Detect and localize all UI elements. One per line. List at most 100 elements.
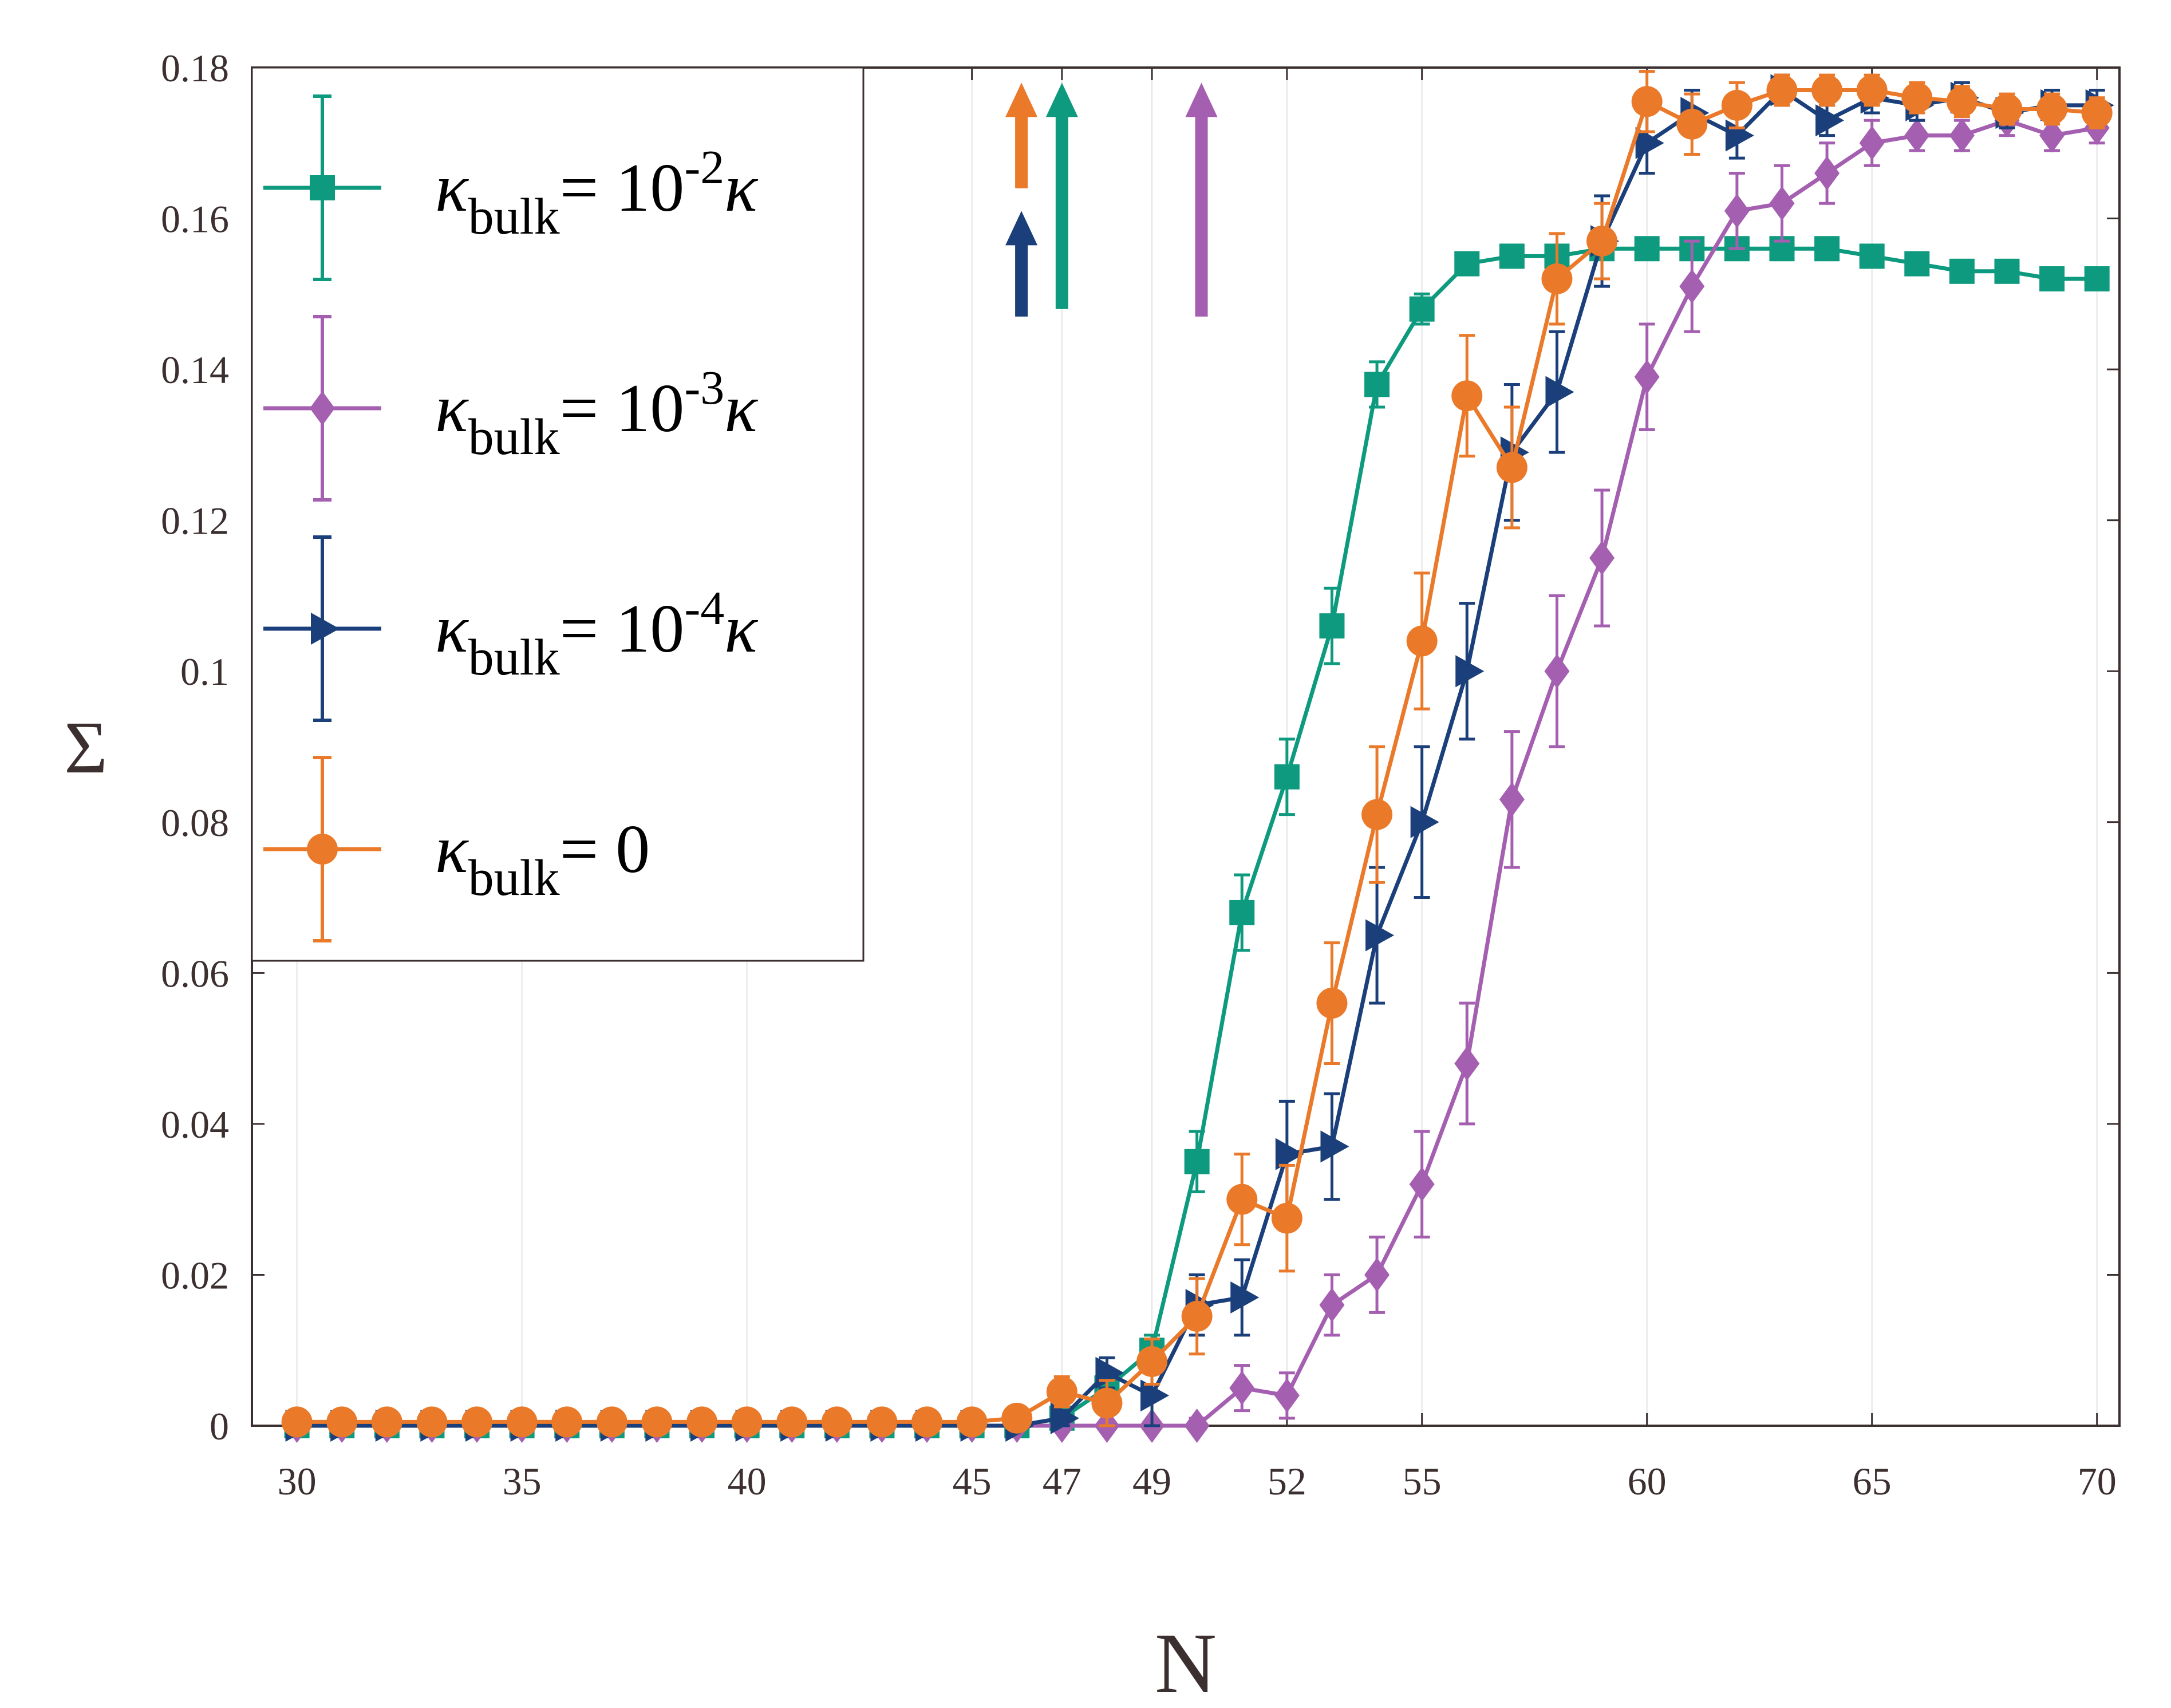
data-point bbox=[1589, 541, 1615, 575]
legend: κbulk= 10-2κ κbulk= 10-3κ κbulk= 10-4κ κbul… bbox=[251, 66, 865, 962]
data-point bbox=[1409, 1167, 1435, 1202]
data-point bbox=[1949, 118, 1975, 153]
legend-marker bbox=[310, 175, 335, 200]
data-point bbox=[1994, 258, 2020, 284]
data-point bbox=[1859, 243, 1885, 269]
data-point bbox=[821, 1406, 852, 1438]
arrow-annotation bbox=[1005, 82, 1038, 188]
data-point bbox=[1274, 764, 1300, 790]
data-point bbox=[1271, 1202, 1302, 1234]
data-point bbox=[1091, 1387, 1123, 1419]
data-point bbox=[1814, 156, 1840, 191]
data-point bbox=[1409, 296, 1435, 322]
data-point bbox=[686, 1406, 718, 1438]
y-tick-label: 0.08 bbox=[161, 801, 229, 845]
data-point bbox=[1814, 236, 1840, 262]
y-tick-label: 0 bbox=[210, 1405, 229, 1448]
data-point bbox=[1316, 988, 1348, 1019]
data-point bbox=[1815, 104, 1845, 137]
legend-marker bbox=[311, 613, 340, 645]
data-point bbox=[1274, 1378, 1300, 1413]
data-point bbox=[551, 1406, 583, 1438]
arrow-head bbox=[1005, 211, 1038, 246]
data-point bbox=[1586, 226, 1618, 257]
data-point bbox=[1364, 1257, 1390, 1292]
data-point bbox=[371, 1406, 402, 1438]
data-point bbox=[1001, 1402, 1033, 1434]
data-point bbox=[1856, 74, 1888, 106]
x-tick-label: 55 bbox=[1403, 1460, 1442, 1503]
data-point bbox=[1769, 186, 1795, 221]
data-point bbox=[1184, 1409, 1210, 1443]
data-point bbox=[416, 1406, 448, 1438]
series-4 bbox=[281, 70, 2113, 1438]
data-point bbox=[1724, 194, 1750, 228]
x-tick-label: 70 bbox=[2078, 1460, 2117, 1503]
data-point bbox=[1811, 74, 1843, 106]
data-point bbox=[956, 1406, 988, 1438]
data-point bbox=[1499, 243, 1525, 269]
data-point bbox=[461, 1406, 493, 1438]
data-point bbox=[866, 1406, 898, 1438]
data-point bbox=[1904, 251, 1930, 277]
data-point bbox=[911, 1406, 943, 1438]
legend-entry-2: κbulk= 10-3κ bbox=[263, 315, 758, 502]
data-point bbox=[2036, 93, 2068, 125]
y-tick-label: 0.02 bbox=[161, 1253, 229, 1297]
data-point bbox=[1046, 1376, 1077, 1407]
data-point bbox=[1410, 806, 1439, 838]
data-point bbox=[1454, 1046, 1480, 1081]
data-point bbox=[1766, 74, 1798, 106]
y-tick-label: 0.18 bbox=[161, 46, 229, 90]
data-point bbox=[1541, 263, 1573, 294]
x-tick-label: 35 bbox=[503, 1460, 542, 1503]
legend-entry-1: κbulk= 10-2κ bbox=[263, 94, 758, 281]
arrow-head bbox=[1005, 82, 1038, 117]
data-point bbox=[1361, 799, 1393, 830]
legend-label: κbulk= 10-4κ bbox=[435, 582, 758, 686]
legend-entry-3: κbulk= 10-4κ bbox=[263, 535, 758, 722]
legend-marker bbox=[310, 391, 335, 425]
x-tick-label: 49 bbox=[1132, 1460, 1171, 1503]
data-point bbox=[1184, 1149, 1210, 1174]
data-point bbox=[1631, 86, 1663, 117]
data-point bbox=[776, 1406, 808, 1438]
legend-box bbox=[251, 66, 865, 962]
data-point bbox=[2039, 266, 2065, 291]
arrow-head bbox=[1045, 82, 1078, 117]
arrow-annotation bbox=[1005, 211, 1038, 317]
x-tick-label: 52 bbox=[1268, 1460, 1306, 1503]
data-point bbox=[506, 1406, 538, 1438]
y-tick-label: 0.04 bbox=[161, 1103, 229, 1146]
data-point bbox=[1946, 86, 1977, 117]
data-point bbox=[1949, 258, 1975, 284]
data-point bbox=[1365, 919, 1395, 952]
y-tick-label: 0.16 bbox=[161, 198, 229, 241]
data-point bbox=[2081, 97, 2113, 129]
data-point bbox=[1319, 1288, 1345, 1323]
arrow-annotation bbox=[1185, 82, 1218, 317]
data-point bbox=[1229, 1371, 1255, 1406]
x-tick-label: 47 bbox=[1043, 1460, 1081, 1503]
arrow-head bbox=[1185, 82, 1218, 117]
x-tick-label: 40 bbox=[728, 1460, 767, 1503]
legend-label: κbulk= 10-2κ bbox=[435, 141, 758, 245]
data-point bbox=[1181, 1300, 1213, 1332]
data-point bbox=[1634, 236, 1660, 262]
data-point bbox=[1140, 1379, 1170, 1412]
data-point bbox=[1634, 360, 1660, 395]
data-point bbox=[1455, 655, 1485, 688]
legend-entry-4: κbulk= 0 bbox=[263, 756, 650, 942]
x-tick-label: 30 bbox=[278, 1460, 317, 1503]
data-point bbox=[1364, 372, 1390, 397]
data-point bbox=[1635, 127, 1664, 159]
data-point bbox=[2084, 266, 2110, 291]
data-point bbox=[1859, 125, 1885, 160]
x-tick-label: 65 bbox=[1853, 1460, 1892, 1503]
x-axis-title: N bbox=[1155, 1616, 1217, 1708]
y-tick-label: 0.1 bbox=[180, 650, 229, 693]
data-point bbox=[1904, 118, 1930, 153]
series-layer bbox=[281, 70, 2114, 1443]
x-tick-label: 45 bbox=[953, 1460, 992, 1503]
data-point bbox=[1226, 1184, 1258, 1215]
